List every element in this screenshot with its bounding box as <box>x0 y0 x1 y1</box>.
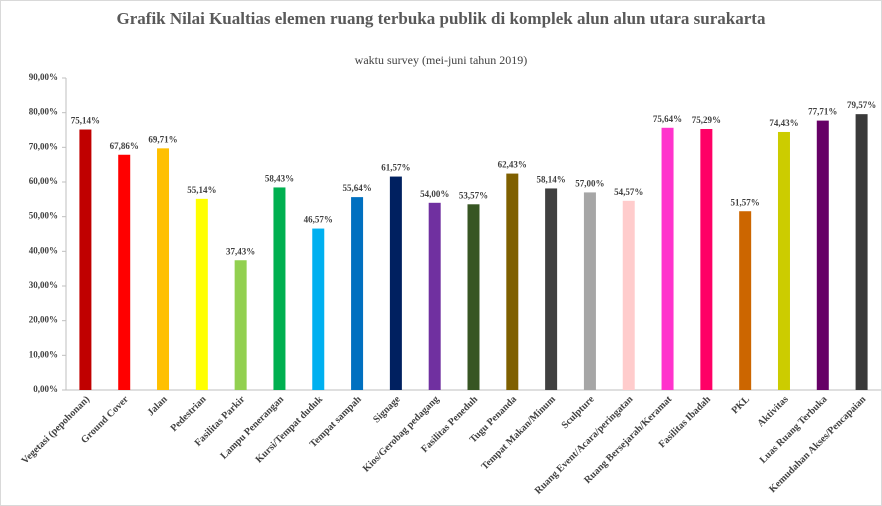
bar <box>622 200 635 390</box>
y-tick-label: 20,00% <box>29 315 58 325</box>
bar <box>79 129 92 391</box>
x-tick-label: Aktivitas <box>755 394 790 429</box>
y-tick-label: 60,00% <box>29 176 58 186</box>
bar <box>312 228 325 390</box>
data-label: 75,64% <box>653 114 682 124</box>
x-tick-label: Kios/Gerobag pedagang <box>361 394 442 475</box>
bar <box>467 204 480 390</box>
y-tick-label: 0,00% <box>33 384 58 394</box>
data-label: 69,71% <box>148 134 177 144</box>
bar <box>195 198 208 390</box>
bar <box>157 148 170 390</box>
data-label: 55,14% <box>187 185 216 195</box>
bar <box>739 211 752 390</box>
bar <box>700 128 713 390</box>
data-label: 57,00% <box>575 178 604 188</box>
bar <box>816 120 829 390</box>
bar <box>506 173 519 390</box>
y-tick-label: 10,00% <box>29 349 58 359</box>
x-tick-label: Kursi/Tempat duduk <box>254 394 326 466</box>
x-tick-label: Vegetasi (pepohonan) <box>20 394 93 467</box>
x-tick-label: Jalan <box>145 394 170 419</box>
x-tick-label: Pedestrian <box>169 394 209 434</box>
bar <box>855 114 868 390</box>
chart-subtitle: waktu survey (mei-juni tahun 2019) <box>354 53 528 67</box>
bar <box>777 131 790 390</box>
bar <box>428 202 441 390</box>
data-label: 54,57% <box>614 187 643 197</box>
data-label: 58,14% <box>536 175 565 185</box>
bar <box>351 197 364 390</box>
bar <box>273 187 286 390</box>
data-label: 77,71% <box>808 107 837 117</box>
y-tick-label: 50,00% <box>29 211 58 221</box>
y-tick-label: 90,00% <box>29 72 58 82</box>
bar <box>545 188 558 390</box>
data-label: 37,43% <box>226 246 255 256</box>
data-label: 55,64% <box>342 183 371 193</box>
bar <box>583 192 596 390</box>
data-label: 74,43% <box>769 118 798 128</box>
bar <box>661 127 674 390</box>
data-label: 62,43% <box>498 160 527 170</box>
x-tick-label: Sculpture <box>560 394 598 432</box>
bar <box>118 154 131 390</box>
data-label: 67,86% <box>110 141 139 151</box>
data-label: 58,43% <box>265 174 294 184</box>
data-label: 51,57% <box>731 197 760 207</box>
y-tick-label: 30,00% <box>29 280 58 290</box>
data-label: 61,57% <box>381 163 410 173</box>
data-label: 75,29% <box>692 115 721 125</box>
y-tick-label: 80,00% <box>29 107 58 117</box>
bar <box>389 176 402 390</box>
data-label: 75,14% <box>71 116 100 126</box>
data-label: 54,00% <box>420 189 449 199</box>
data-label: 53,57% <box>459 190 488 200</box>
x-tick-label: Tempat Makan/Minum <box>479 393 558 472</box>
chart-title: Grafik Nilai Kualtias elemen ruang terbu… <box>116 9 766 28</box>
y-tick-label: 70,00% <box>29 141 58 151</box>
x-tick-label: PKL <box>730 394 753 417</box>
data-label: 46,57% <box>304 215 333 225</box>
data-label: 79,57% <box>847 100 876 110</box>
x-tick-label: Signage <box>371 394 403 426</box>
x-tick-label: Luas Ruang Terbuka <box>758 394 830 466</box>
bar <box>234 260 247 390</box>
y-tick-label: 40,00% <box>29 245 58 255</box>
